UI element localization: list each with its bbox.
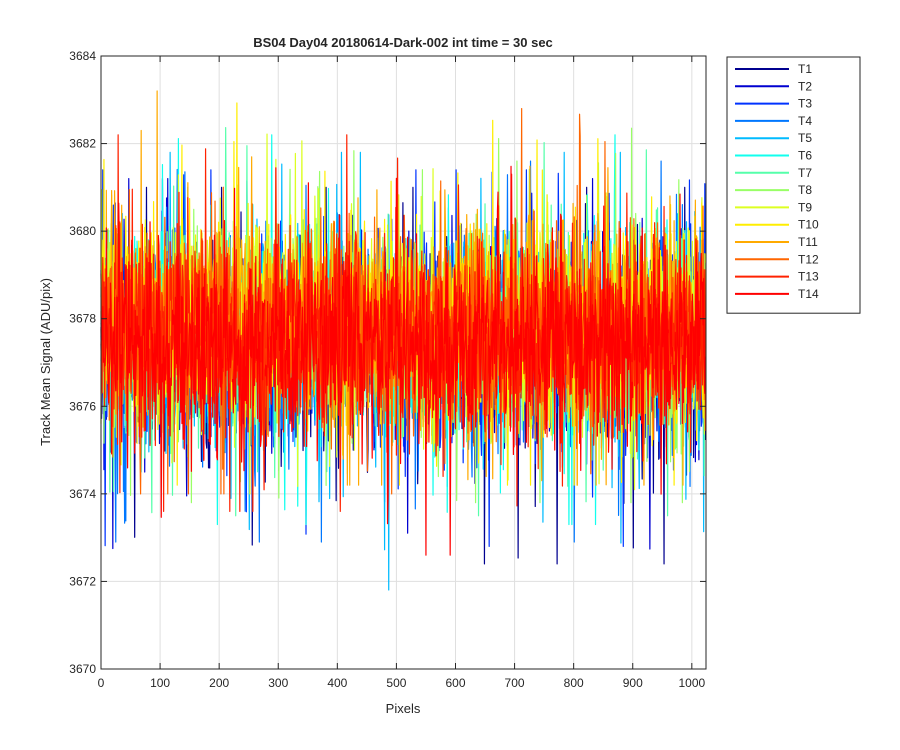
x-tick-label: 1000 (678, 676, 705, 690)
legend-label: T13 (798, 270, 819, 284)
legend-label: T3 (798, 97, 812, 111)
legend-label: T14 (798, 287, 819, 301)
legend-label: T6 (798, 149, 812, 163)
y-tick-label: 3682 (69, 137, 96, 151)
y-tick-label: 3674 (69, 487, 96, 501)
legend-label: T7 (798, 166, 812, 180)
y-tick-label: 3670 (69, 662, 96, 676)
x-tick-label: 600 (445, 676, 465, 690)
x-tick-label: 100 (150, 676, 170, 690)
y-tick-label: 3676 (69, 399, 96, 413)
axes-box (100, 55, 707, 670)
y-tick-label: 3684 (69, 49, 96, 63)
legend-box (726, 56, 861, 314)
legend-label: T12 (798, 252, 819, 266)
y-tick-label: 3680 (69, 224, 96, 238)
legend: T1 T2 T3 T4 T5 T6 T7 T8 T9 T10 T11 T12 T13 T14 (726, 56, 861, 314)
series-line-t14 (100, 165, 707, 556)
x-tick-label: 200 (209, 676, 229, 690)
legend-label: T5 (798, 131, 812, 145)
y-tick-label: 3678 (69, 312, 96, 326)
y-tick-label: 3672 (69, 574, 96, 588)
legend-label: T2 (798, 79, 812, 93)
x-tick-label: 700 (505, 676, 525, 690)
x-tick-label: 800 (564, 676, 584, 690)
legend-label: T4 (798, 114, 812, 128)
x-tick-label: 400 (327, 676, 347, 690)
chart-title: BS04 Day04 20180614-Dark-002 int time = … (253, 35, 553, 50)
legend-label: T8 (798, 183, 812, 197)
legend-label: T1 (798, 62, 812, 76)
x-axis-label: Pixels (386, 701, 421, 716)
legend-label: T11 (798, 235, 818, 249)
ticks: 0 100 200 300 400 500 600 700 800 900 1000 3670 3672… (69, 49, 706, 690)
legend-label: T10 (798, 218, 819, 232)
x-tick-label: 0 (98, 676, 105, 690)
legend-label: T9 (798, 200, 812, 214)
x-tick-label: 300 (268, 676, 288, 690)
x-tick-label: 500 (386, 676, 406, 690)
x-tick-label: 900 (623, 676, 643, 690)
series-lines (100, 90, 707, 591)
y-axis-label: Track Mean Signal (ADU/pix) (38, 278, 53, 446)
